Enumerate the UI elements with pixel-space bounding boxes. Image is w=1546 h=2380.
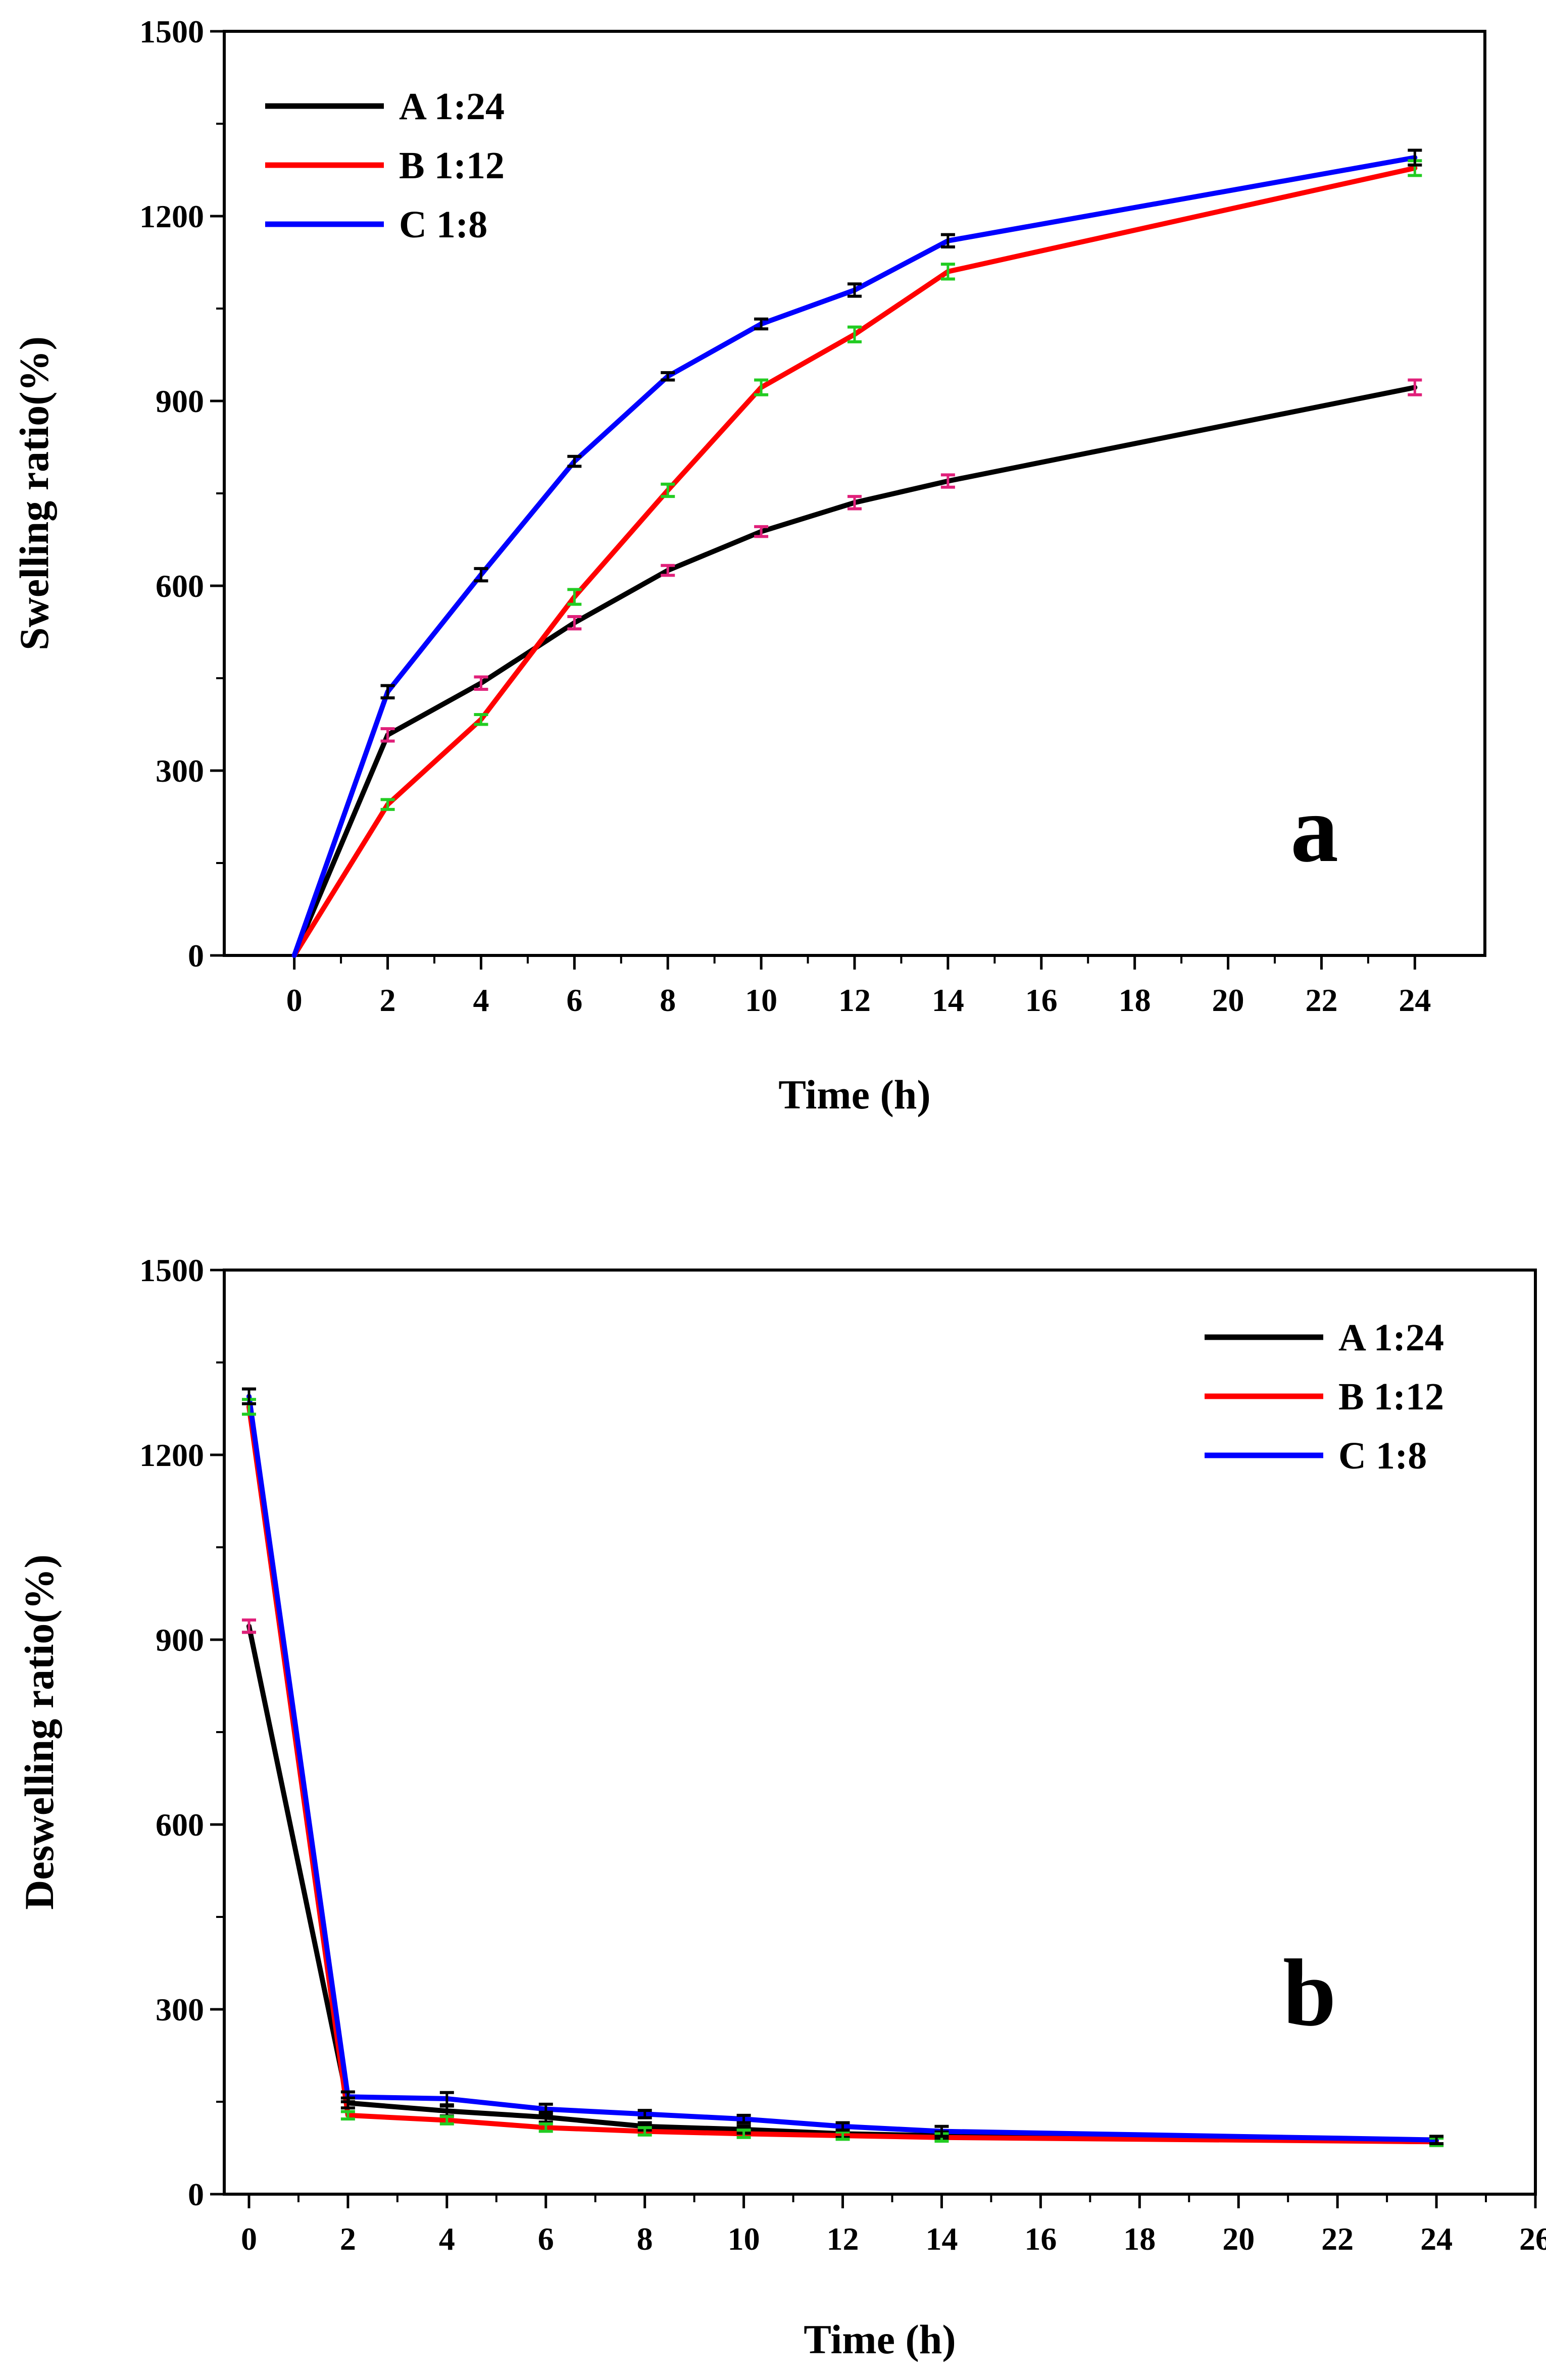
y-tick-label: 0 xyxy=(188,2176,204,2212)
x-tick-label: 24 xyxy=(1399,982,1431,1018)
y-tick-label: 1500 xyxy=(139,1252,204,1288)
x-tick-label: 6 xyxy=(538,2221,554,2257)
x-tick-label: 26 xyxy=(1519,2221,1546,2257)
x-tick-label: 22 xyxy=(1305,982,1337,1018)
x-tick-label: 14 xyxy=(932,982,964,1018)
y-axis-title: Deswelling ratio(%) xyxy=(16,1554,62,1910)
x-tick-label: 8 xyxy=(637,2221,653,2257)
y-tick-label: 900 xyxy=(156,1622,204,1658)
y-tick-label: 300 xyxy=(156,1992,204,2028)
legend-label: A 1:24 xyxy=(1338,1316,1444,1359)
legend-label: B 1:12 xyxy=(1338,1376,1444,1418)
legend-label: C 1:8 xyxy=(1338,1435,1427,1477)
y-tick-label: 900 xyxy=(156,383,204,419)
chart-panel-b: 0 2 4 6 8 10 12 14 16 18 20 22 24 2603006009001200150… xyxy=(16,1252,1546,2362)
y-tick-label: 0 xyxy=(188,938,204,974)
x-tick-label: 24 xyxy=(1420,2221,1453,2257)
y-axis-title: Swelling ratio(%) xyxy=(11,336,57,650)
x-tick-label: 2 xyxy=(380,982,396,1018)
x-tick-label: 18 xyxy=(1123,2221,1156,2257)
y-tick-label: 1200 xyxy=(139,1437,204,1473)
legend-label: A 1:24 xyxy=(399,85,505,128)
x-tick-label: 16 xyxy=(1024,2221,1057,2257)
y-tick-label: 600 xyxy=(156,1807,204,1843)
chart-panel-a: 0 2 4 6 8 10 12 14 16 18 20 22 24030060090012001500T… xyxy=(11,14,1486,1118)
series-line xyxy=(291,155,1418,958)
x-tick-label: 20 xyxy=(1222,2221,1255,2257)
series-line xyxy=(246,1404,1439,2145)
x-tick-label: 16 xyxy=(1025,982,1058,1018)
x-tick-label: 12 xyxy=(827,2221,859,2257)
legend-label: B 1:12 xyxy=(399,144,505,187)
x-tick-label: 0 xyxy=(286,982,303,1018)
x-tick-label: 12 xyxy=(838,982,871,1018)
x-tick-label: 10 xyxy=(728,2221,760,2257)
x-tick-label: 4 xyxy=(473,982,489,1018)
x-tick-label: 18 xyxy=(1119,982,1151,1018)
panel-label: b xyxy=(1283,1940,1336,2046)
series-line xyxy=(246,1394,1439,2143)
legend-label: C 1:8 xyxy=(399,204,487,246)
y-tick-label: 300 xyxy=(156,753,204,789)
x-tick-label: 20 xyxy=(1212,982,1244,1018)
y-tick-label: 1500 xyxy=(139,14,204,49)
y-tick-label: 1200 xyxy=(139,198,204,234)
x-tick-label: 10 xyxy=(745,982,777,1018)
series-line xyxy=(246,1624,1439,2145)
x-tick-label: 0 xyxy=(241,2221,257,2257)
x-tick-label: 4 xyxy=(439,2221,455,2257)
x-tick-label: 14 xyxy=(925,2221,958,2257)
x-axis-title: Time (h) xyxy=(778,1072,930,1118)
y-tick-label: 600 xyxy=(156,568,204,604)
x-tick-label: 2 xyxy=(340,2221,356,2257)
x-tick-label: 6 xyxy=(566,982,582,1018)
panel-label: a xyxy=(1290,776,1338,882)
x-tick-label: 8 xyxy=(660,982,676,1018)
x-axis-title: Time (h) xyxy=(804,2316,956,2362)
x-tick-label: 22 xyxy=(1321,2221,1354,2257)
series-line xyxy=(291,385,1418,958)
